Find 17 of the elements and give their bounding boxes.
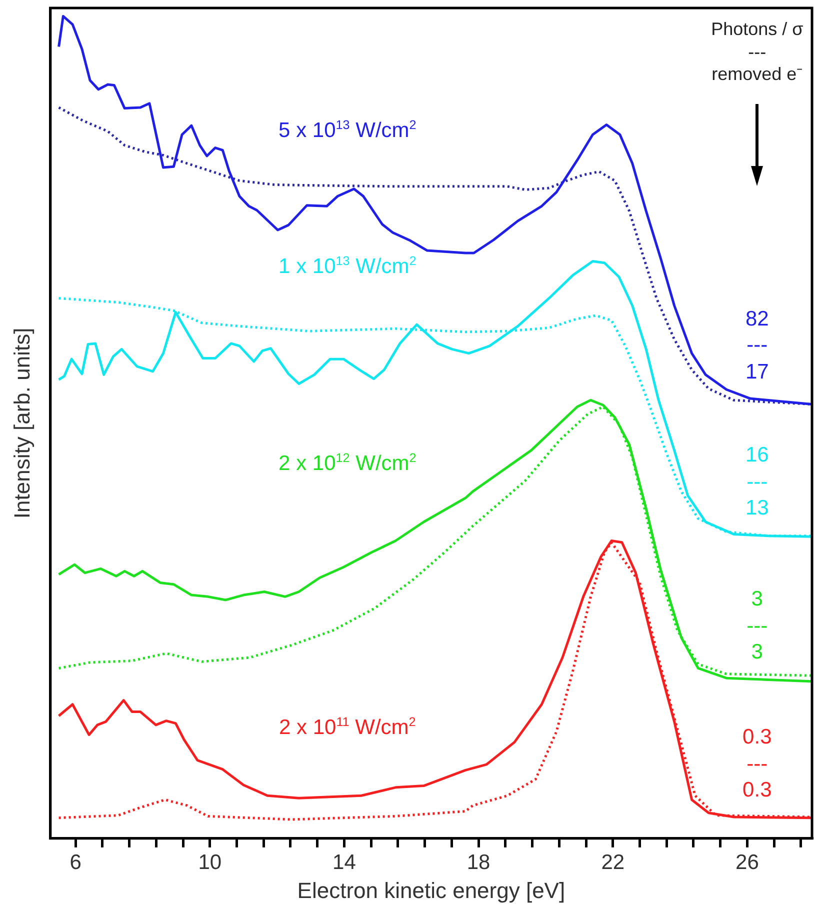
text: 1 x 10$^{13}$ W/cm$^{2}$ xyxy=(278,253,416,280)
legend-title: Photons / σ --- removed e⁻ xyxy=(711,18,804,86)
annotation: 3 --- 3 xyxy=(746,586,768,666)
x-axis-title: Electron kinetic energy [eV] xyxy=(297,878,566,903)
x-tick-label: 18 xyxy=(466,850,490,874)
x-tick-label: 22 xyxy=(601,850,625,874)
x-tick-label: 14 xyxy=(332,850,356,874)
x-tick-label: 6 xyxy=(70,850,82,874)
text: 5 x 10$^{13}$ W/cm$^{2}$ xyxy=(278,118,416,144)
annotation: 16 --- 13 xyxy=(745,442,769,522)
text: 2 x 10$^{11}$ W/cm$^{2}$ xyxy=(279,714,416,741)
text: 2 x 10$^{12}$ W/cm$^{2}$ xyxy=(278,450,416,477)
x-tick-label: 10 xyxy=(198,850,222,874)
annotation: 82 --- 17 xyxy=(745,306,769,386)
x-tick-label: 26 xyxy=(736,850,759,874)
annotation: 0.3 --- 0.3 xyxy=(742,724,772,804)
y-axis-title: Intensity [arb. units] xyxy=(9,328,34,519)
